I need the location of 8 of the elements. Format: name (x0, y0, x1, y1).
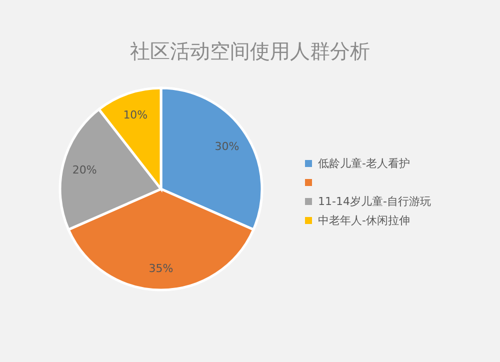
data-label: 35% (148, 262, 174, 275)
title: 社区活动空间使用人群分析 (130, 39, 370, 63)
legend-label: 11-14岁儿童-自行游玩 (318, 195, 431, 208)
legend-label: 中老年人-休闲拉伸 (318, 214, 410, 227)
data-label: 10% (123, 108, 148, 122)
data-label: 30% (214, 140, 240, 153)
data-label: 20% (72, 164, 97, 177)
legend-label: 低龄儿童-老人看护 (318, 157, 410, 170)
